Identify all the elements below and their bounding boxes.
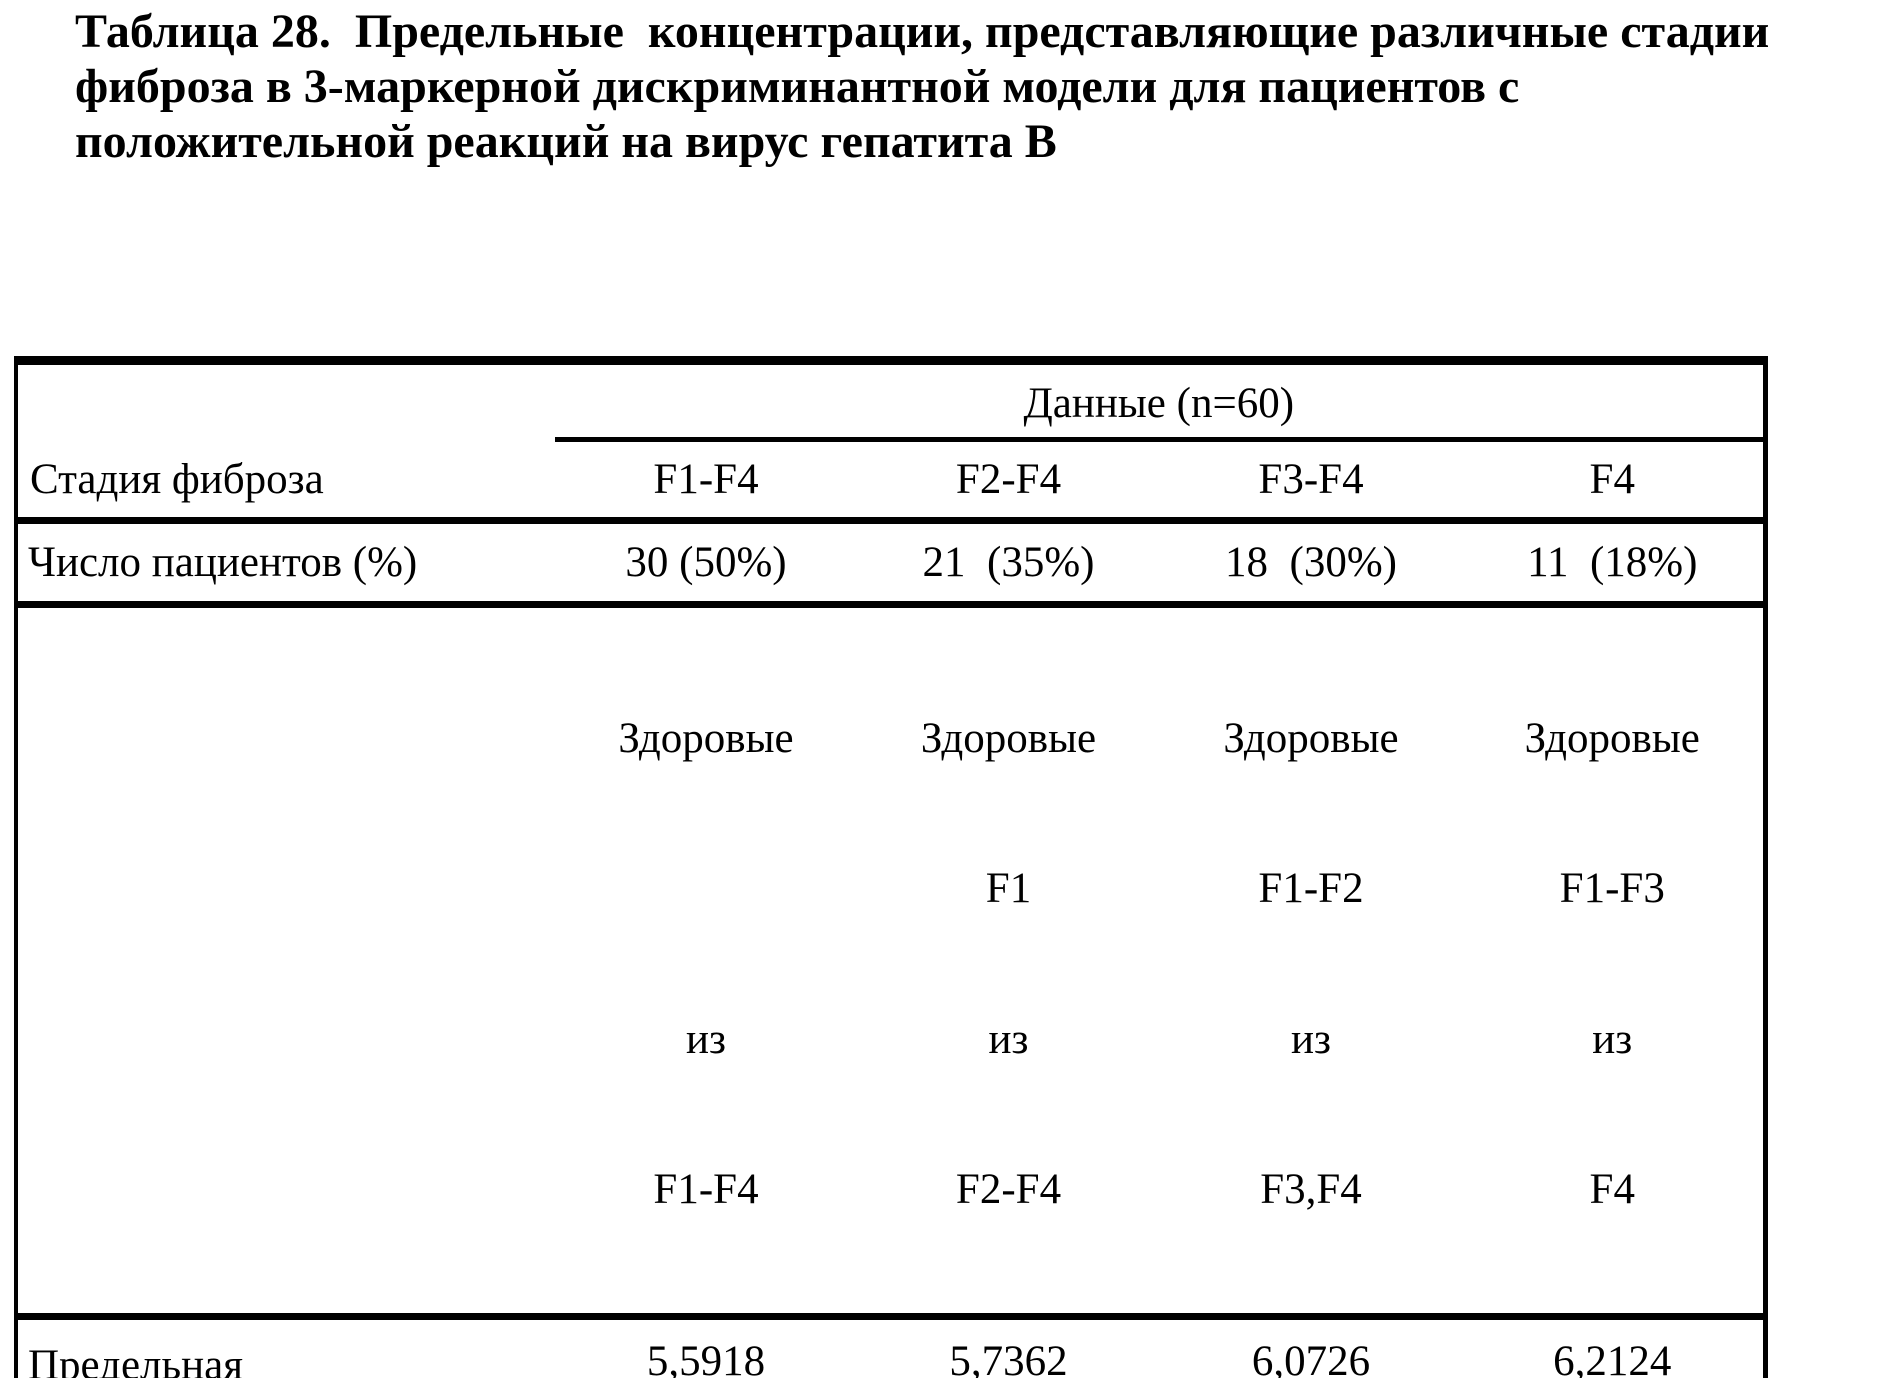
column-header: F1-F4 (555, 439, 857, 524)
comparison-line (555, 861, 857, 917)
data-table: Стадия фиброза Данные (n=60) F1-F4 F2-F4… (14, 356, 1768, 1378)
comparison-line: Здоровые (1223, 714, 1399, 762)
comparison-line: F2-F4 (955, 1166, 1062, 1214)
cell-value: 11 (18%) (1462, 520, 1765, 608)
comparison-line: F4 (1589, 1166, 1635, 1214)
table-row-comparison: Здоровые из F1-F4 Здоровые F1 из F2-F4 З… (16, 604, 1765, 1320)
title-line: Таблица 28. Предельные концентрации, пре… (75, 5, 1770, 58)
row-label: Предельная концентрация (28, 1341, 243, 1378)
comparison-line: из (686, 1015, 726, 1063)
comparison-line: F1 (985, 865, 1032, 913)
comparison-line: F1-F4 (653, 1166, 759, 1214)
comparison-line: F3,F4 (1260, 1166, 1362, 1214)
cell-value: 6,2124 (1553, 1337, 1672, 1378)
column-header: F2-F4 (857, 439, 1160, 524)
cell-value: 6,0726 (1251, 1337, 1371, 1378)
row-label: Число пациентов (%) (16, 520, 555, 608)
comparison-cell: Здоровые из F1-F4 (555, 604, 857, 1320)
comparison-cell: Здоровые F1-F3 из F4 (1462, 604, 1765, 1320)
table-row-patients: Число пациентов (%) 30 (50%) 21 (35%) 18… (16, 520, 1765, 608)
comparison-line: F1-F3 (1559, 865, 1665, 913)
cell-value: 5,5918 (646, 1337, 766, 1378)
table-group-header-row: Стадия фиброза Данные (n=60) (16, 360, 1765, 524)
comparison-line: F1-F2 (1258, 865, 1364, 913)
cell-value: 5,7362 (949, 1337, 1068, 1378)
cell-value: 30 (50%) (555, 520, 857, 608)
comparison-line: из (988, 1015, 1029, 1063)
title-line: фиброза в 3-маркерной дискриминантной мо… (75, 60, 1520, 113)
comparison-cell: Здоровые F1 из F2-F4 (857, 604, 1160, 1320)
row-label-empty (16, 604, 555, 1320)
group-column-header: Данные (n=60) (555, 360, 1765, 442)
comparison-line: Здоровые (920, 714, 1097, 762)
cell-value: 18 (30%) (1160, 520, 1462, 608)
column-header: F4 (1462, 439, 1765, 524)
comparison-line: из (1291, 1015, 1331, 1063)
comparison-line: из (1592, 1015, 1633, 1063)
cell-value: 21 (35%) (857, 520, 1160, 608)
column-header: F3-F4 (1160, 439, 1462, 524)
page-title: Таблица 28. Предельные концентрации, пре… (75, 4, 1875, 169)
table-column-header-row: F1-F4 F2-F4 F3-F4 F4 (16, 439, 1765, 524)
title-line: положительной реакций на вирус гепатита … (75, 115, 1057, 168)
comparison-cell: Здоровые F1-F2 из F3,F4 (1160, 604, 1462, 1320)
comparison-line: Здоровые (1524, 714, 1700, 762)
comparison-line: Здоровые (618, 714, 794, 762)
stub-header: Стадия фиброза (16, 360, 555, 524)
table-row-cutoff: Предельная концентрация 5,5918 5,7362 6,… (16, 1316, 1765, 1378)
